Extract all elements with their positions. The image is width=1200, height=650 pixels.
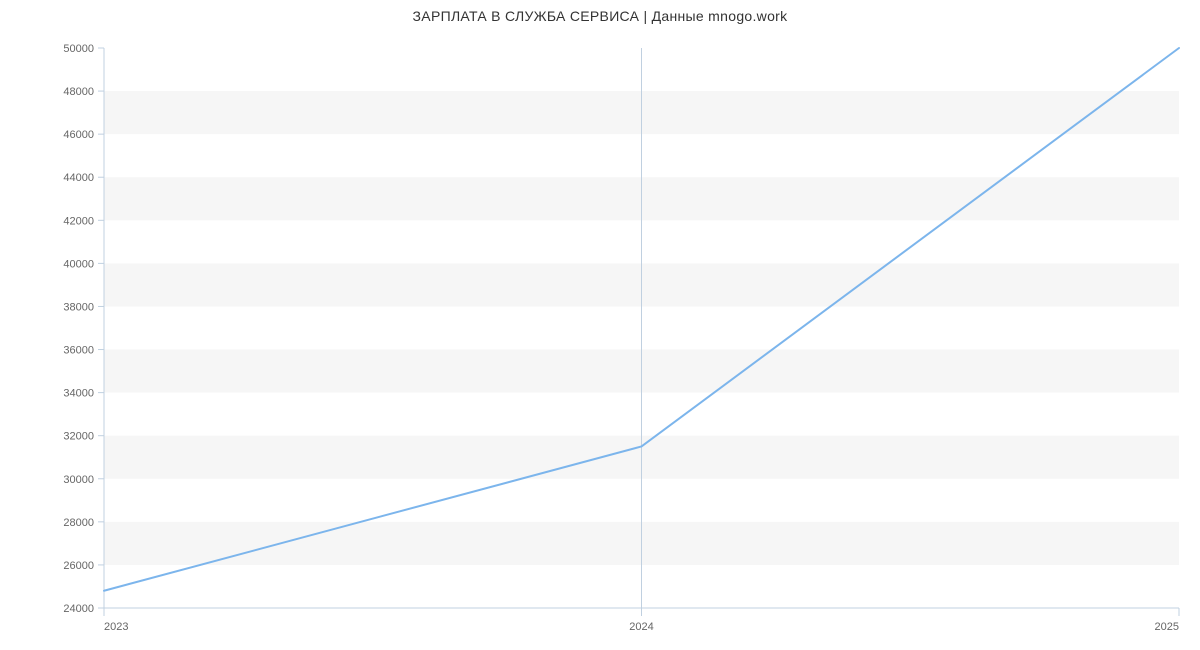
y-tick-label: 32000: [63, 431, 94, 443]
y-tick-label: 44000: [63, 172, 94, 184]
salary-line-chart: ЗАРПЛАТА В СЛУЖБА СЕРВИСА | Данные mnogo…: [0, 0, 1200, 650]
y-tick-label: 24000: [63, 603, 94, 615]
y-tick-label: 30000: [63, 474, 94, 486]
x-tick-label: 2024: [629, 621, 653, 633]
y-tick-label: 46000: [63, 129, 94, 141]
chart-svg: 24000 26000 28000 30000 32000 34000 36000 38000…: [0, 0, 1200, 650]
y-tick-label: 40000: [63, 258, 94, 270]
y-tick-label: 28000: [63, 517, 94, 529]
y-tick-label: 48000: [63, 86, 94, 98]
x-tick-label: 2023: [104, 621, 128, 633]
y-tick-label: 36000: [63, 345, 94, 357]
y-tick-label: 34000: [63, 388, 94, 400]
y-tick-label: 26000: [63, 560, 94, 572]
y-tick-label: 38000: [63, 301, 94, 313]
y-tick-label: 42000: [63, 215, 94, 227]
x-tick-label: 2025: [1155, 621, 1179, 633]
y-tick-label: 50000: [63, 43, 94, 55]
